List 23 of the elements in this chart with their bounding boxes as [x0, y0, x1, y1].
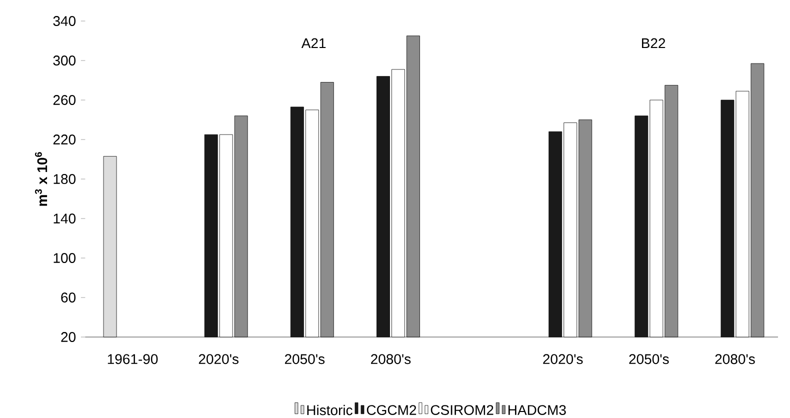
y-tick-label: 220: [53, 134, 76, 144]
x-tick-label: 2020's: [543, 354, 583, 364]
x-tick-label: 2050's: [284, 354, 325, 364]
x-tick-label: 2020's: [198, 354, 238, 364]
legend-label: HADCM3: [508, 405, 566, 416]
y-tick-label: 180: [54, 174, 76, 184]
legend-label: CSIROM2: [430, 405, 494, 416]
annotation: B22: [642, 38, 666, 48]
annotation: A21: [301, 38, 326, 48]
y-tick-label: 100: [54, 253, 76, 263]
legend-label: CGCM2: [366, 405, 416, 416]
y-axis-title: m$^{3}$ x 10$^{6}$: [34, 152, 48, 206]
y-tick-label: 260: [53, 95, 76, 105]
y-tick-label: 20: [61, 332, 76, 342]
y-tick-label: 340: [53, 16, 76, 26]
y-tick-label: 60: [61, 292, 76, 302]
y-tick-label: 300: [53, 56, 76, 66]
x-tick-label: 1961-90: [108, 354, 158, 364]
x-tick-label: 2080's: [715, 354, 755, 364]
x-tick-label: 2080's: [371, 354, 411, 364]
y-tick-label: 140: [54, 214, 76, 224]
legend-label: Historic: [307, 404, 352, 416]
x-tick-label: 2050's: [629, 354, 669, 364]
